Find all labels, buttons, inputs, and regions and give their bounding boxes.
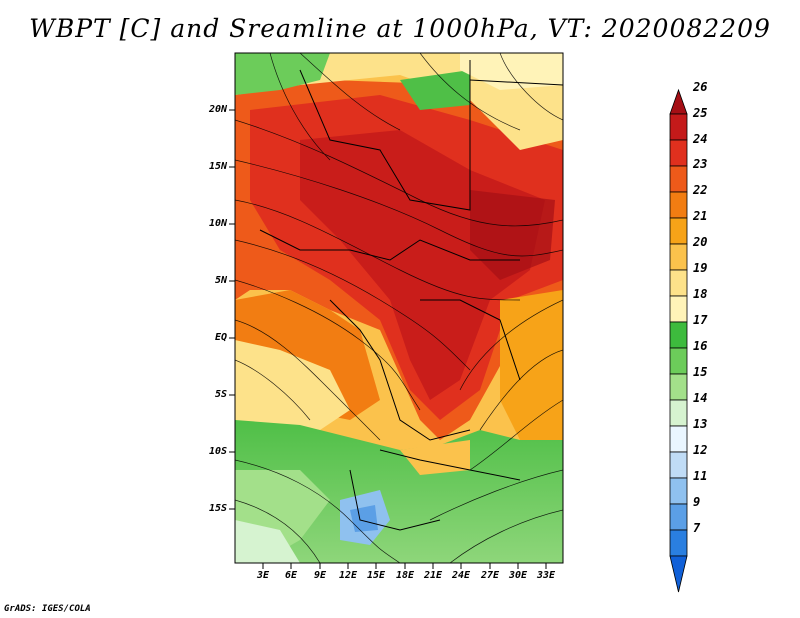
colorbar-swatch xyxy=(669,321,688,349)
colorbar-swatch xyxy=(669,88,688,115)
lon-label-9e: 9E xyxy=(313,570,327,581)
colorbar-swatch xyxy=(669,165,688,193)
colorbar-label-21: 21 xyxy=(693,209,708,223)
colorbar-label-26: 26 xyxy=(693,80,708,94)
lat-label-15s: 15S xyxy=(208,503,227,514)
colorbar-label-16: 16 xyxy=(693,339,708,353)
colorbar-swatch xyxy=(669,347,688,375)
lat-label-15n: 15N xyxy=(208,161,227,172)
colorbar-label-9: 9 xyxy=(693,495,701,509)
lat-label-5s: 5S xyxy=(214,389,227,400)
colorbar-swatch xyxy=(669,113,688,141)
colorbar-label-20: 20 xyxy=(693,235,708,249)
colorbar-label-15: 15 xyxy=(693,365,708,379)
colorbar-label-13: 13 xyxy=(693,417,708,431)
colorbar-swatch xyxy=(669,373,688,401)
lon-label-3e: 3E xyxy=(256,570,270,581)
lon-label-21e: 21E xyxy=(423,570,443,581)
colorbar-label-24: 24 xyxy=(693,132,708,146)
colorbar-label-14: 14 xyxy=(693,391,708,405)
colorbar-label-12: 12 xyxy=(693,443,708,457)
colorbar-swatch xyxy=(669,243,688,271)
colorbar-swatch xyxy=(669,477,688,505)
colorbar-swatch xyxy=(669,529,688,557)
colorbar-label-7: 7 xyxy=(693,521,701,535)
lat-label-20n: 20N xyxy=(208,104,227,115)
lon-label-18e: 18E xyxy=(395,570,415,581)
colorbar-label-11: 11 xyxy=(693,469,708,483)
lon-label-27e: 27E xyxy=(480,570,500,581)
lon-label-33e: 33E xyxy=(536,570,556,581)
colorbar-swatch xyxy=(669,139,688,167)
lat-label-5n: 5N xyxy=(214,275,227,286)
colorbar-label-19: 19 xyxy=(693,261,708,275)
colorbar-label-25: 25 xyxy=(693,106,708,120)
colorbar-swatch xyxy=(669,191,688,219)
colorbar-label-22: 22 xyxy=(693,183,708,197)
lon-label-24e: 24E xyxy=(451,570,471,581)
colorbar-swatch xyxy=(669,295,688,323)
chart-title: WBPT [C] and Sreamline at 1000hPa, VT: 2… xyxy=(29,14,771,43)
colorbar-swatch xyxy=(669,503,688,531)
lon-label-6e: 6E xyxy=(284,570,298,581)
colorbar-swatch xyxy=(669,425,688,453)
colorbar-label-23: 23 xyxy=(693,157,708,171)
colorbar-label-18: 18 xyxy=(693,287,708,301)
colorbar-swatch xyxy=(669,451,688,479)
lat-label-eq: EQ xyxy=(214,332,227,343)
colorbar-swatch xyxy=(669,555,688,593)
colorbar-label-17: 17 xyxy=(693,313,708,327)
colorbar-swatch xyxy=(669,217,688,245)
colorbar-swatch xyxy=(669,269,688,297)
lon-label-30e: 30E xyxy=(508,570,528,581)
map-field xyxy=(235,53,563,563)
footer-credit: GrADS: IGES/COLA xyxy=(4,604,91,614)
lon-label-15e: 15E xyxy=(366,570,386,581)
lon-label-12e: 12E xyxy=(338,570,358,581)
colorbar-swatch xyxy=(669,399,688,427)
lat-label-10s: 10S xyxy=(208,446,227,457)
colorbar xyxy=(669,88,688,593)
axis-ticks xyxy=(229,109,547,569)
lat-label-10n: 10N xyxy=(208,218,227,229)
